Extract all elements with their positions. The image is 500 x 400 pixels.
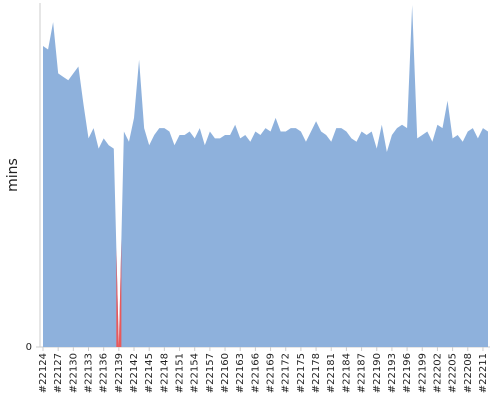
x-tick-label: #22178	[311, 353, 322, 393]
x-tick-label: #22139	[114, 353, 125, 393]
x-tick-label: #22175	[296, 353, 307, 393]
x-tick-label: #22187	[357, 353, 368, 393]
x-tick-label: #22157	[205, 353, 216, 393]
y-tick-label: 0	[26, 342, 32, 353]
x-tick-label: #22181	[326, 353, 337, 393]
x-tick-label: #22160	[220, 353, 231, 393]
x-tick-label: #22190	[372, 353, 383, 393]
x-tick-label: #22142	[129, 353, 140, 393]
x-tick-label: #22145	[144, 353, 155, 393]
x-tick-label: #22184	[341, 353, 352, 393]
x-tick-label: #22193	[387, 353, 398, 393]
x-tick-label: #22130	[68, 353, 79, 393]
x-tick-label: #22172	[281, 353, 292, 393]
x-tick-label: #22133	[84, 353, 95, 393]
x-tick-label: #22196	[402, 353, 413, 393]
y-axis-label: mins	[5, 158, 21, 192]
x-tick-label: #22151	[175, 353, 186, 393]
area	[43, 5, 488, 347]
highlight-segment	[116, 239, 122, 347]
x-tick-label: #22127	[53, 353, 64, 393]
x-tick-label: #22124	[38, 353, 49, 393]
x-tick-label: #22202	[432, 353, 443, 393]
x-tick-label: #22166	[250, 353, 261, 393]
x-tick-label: #22163	[235, 353, 246, 393]
x-tick-label: #22211	[478, 353, 489, 393]
x-tick-label: #22199	[417, 353, 428, 393]
x-tick-label: #22205	[448, 353, 459, 393]
x-tick-label: #22136	[99, 353, 110, 393]
x-tick-label: #22154	[190, 353, 201, 393]
x-tick-label: #22208	[463, 353, 474, 393]
x-tick-label: #22148	[159, 353, 170, 393]
x-tick-label: #22169	[266, 353, 277, 393]
